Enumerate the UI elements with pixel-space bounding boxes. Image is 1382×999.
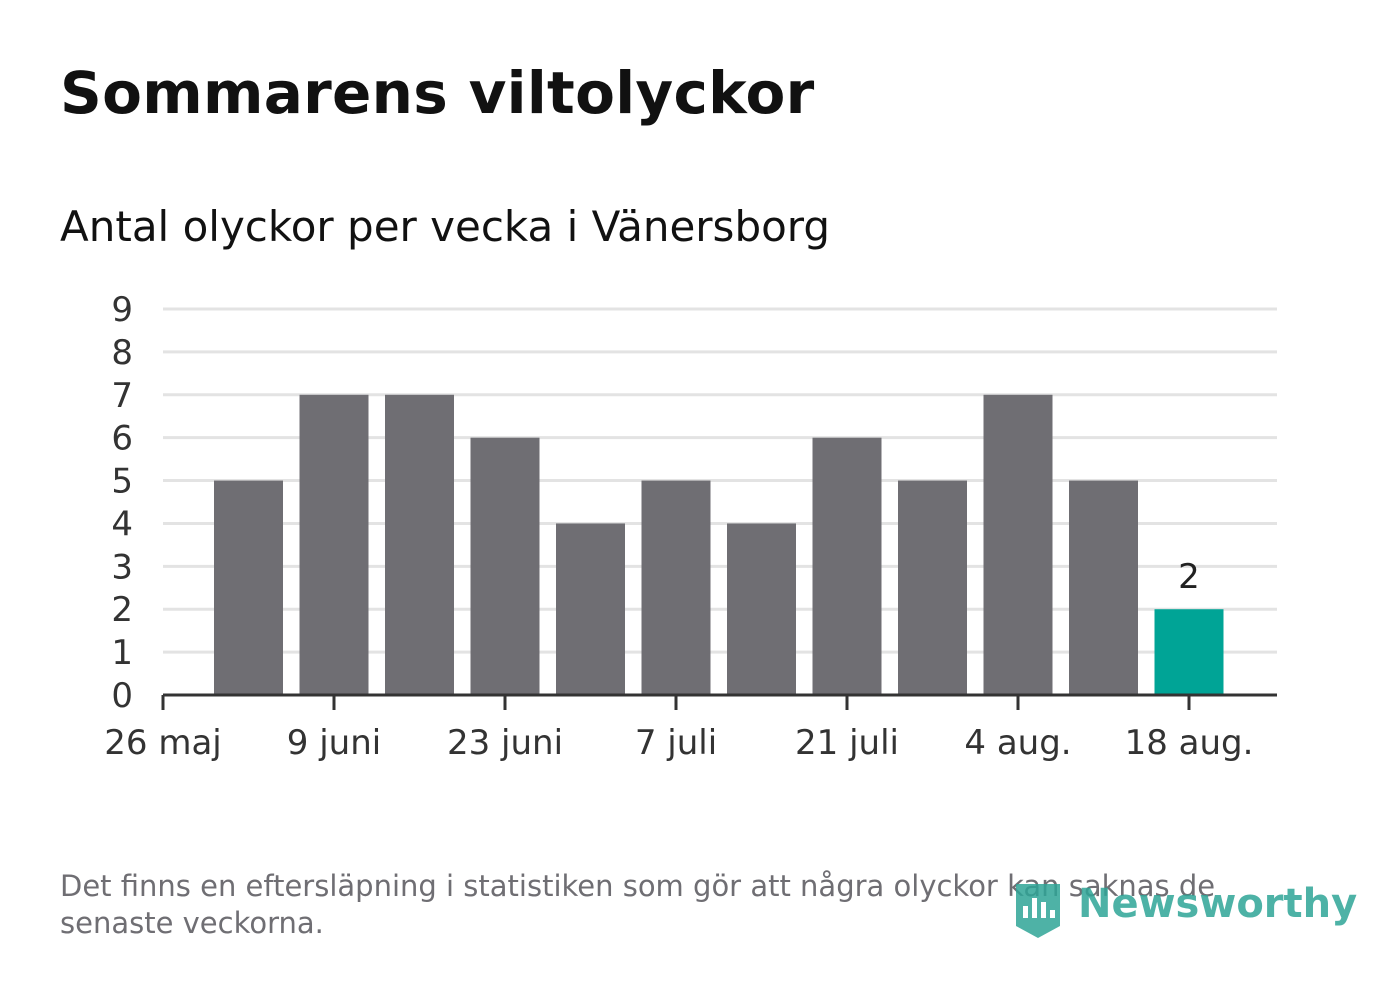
chart-subtitle: Antal olyckor per vecka i Vänersborg xyxy=(60,202,830,251)
x-tick-label: 18 aug. xyxy=(1125,723,1254,763)
chart-title: Sommarens viltolyckor xyxy=(60,59,815,127)
bar-chart-speech-bubble-icon xyxy=(1016,884,1060,938)
y-tick-label: 5 xyxy=(111,462,133,502)
y-tick-label: 7 xyxy=(111,376,133,416)
bar xyxy=(641,480,711,695)
bar xyxy=(727,523,796,695)
y-tick-label: 6 xyxy=(111,419,133,459)
bar xyxy=(983,394,1053,695)
bar xyxy=(214,480,283,695)
x-tick-label: 9 juni xyxy=(287,723,381,763)
bar xyxy=(812,437,882,695)
bar xyxy=(299,394,369,695)
x-axis-tick-labels: 26 maj 9 juni 23 juni 7 juli 21 juli 4 aug. 18… xyxy=(104,723,1253,763)
y-tick-label: 3 xyxy=(111,547,133,587)
y-tick-label: 0 xyxy=(111,676,133,716)
bar xyxy=(556,523,625,695)
y-tick-label: 2 xyxy=(111,590,133,630)
bar-value-label: 2 xyxy=(1178,557,1200,597)
x-tick-label: 7 juli xyxy=(635,723,717,763)
data-labels: 2 xyxy=(1178,557,1200,597)
x-axis xyxy=(161,693,1277,710)
x-tick-label: 26 maj xyxy=(104,723,221,763)
y-tick-label: 9 xyxy=(111,290,133,330)
y-tick-label: 4 xyxy=(111,504,133,544)
newsworthy-logo: Newsworthy xyxy=(1012,878,1357,944)
bars xyxy=(214,394,1224,695)
y-tick-label: 8 xyxy=(111,333,133,373)
bar-highlighted xyxy=(1154,609,1224,695)
logo-text: Newsworthy xyxy=(1078,881,1358,927)
bar xyxy=(385,394,454,695)
x-tick-label: 4 aug. xyxy=(964,723,1071,763)
y-tick-label: 1 xyxy=(111,633,133,673)
bar xyxy=(898,480,967,695)
x-tick-label: 23 juni xyxy=(447,723,563,763)
bar xyxy=(1069,480,1138,695)
bar xyxy=(470,437,540,695)
x-tick-label: 21 juli xyxy=(795,723,899,763)
